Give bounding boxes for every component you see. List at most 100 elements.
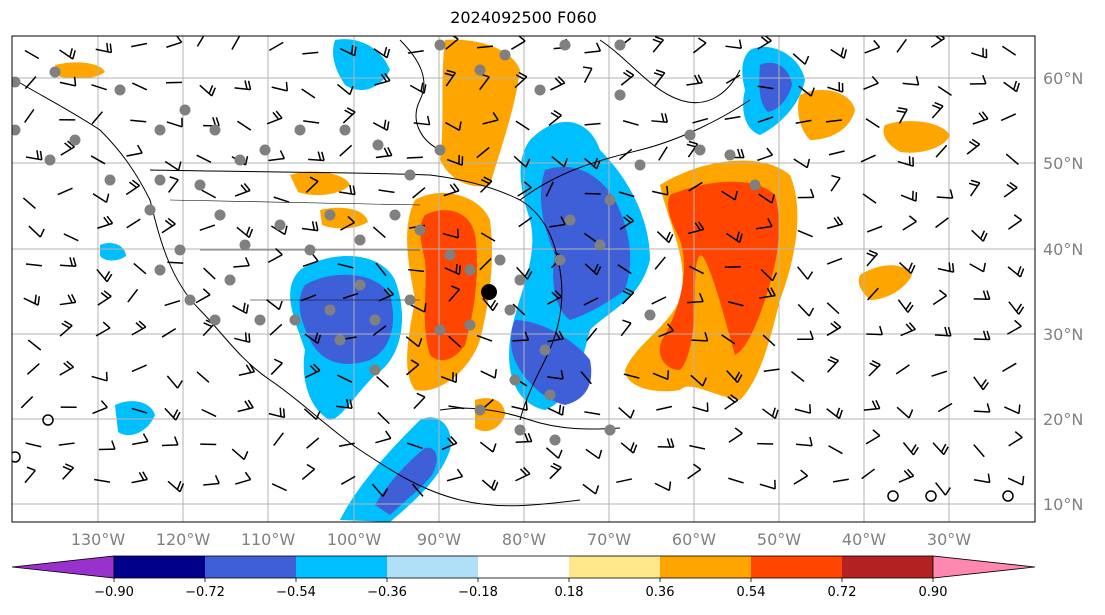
latitude-label: 50°N [1043,154,1083,173]
wind-barb-flag [201,36,204,37]
wind-barb-shaft [900,194,917,202]
wind-barb-flag [444,72,454,77]
wind-barb-shaft [658,146,668,161]
wind-barb-flag [65,463,74,469]
wind-barb-shaft [376,375,389,388]
wind-barb-shaft [794,408,811,414]
wind-barb-flag [105,193,110,203]
wind-barb-flag [879,325,884,335]
wind-barb-shaft [793,158,808,169]
wind-barb-shaft [24,108,35,123]
contour-positive-small-1 [798,90,855,140]
wind-barb-flag [595,160,601,170]
wind-barb-flag [242,302,246,312]
wind-barb-shaft [620,74,635,86]
wind-barb-shaft [91,84,107,91]
wind-barb-shaft [59,301,76,306]
wind-barb-shaft [24,469,36,484]
wind-barb-flag [557,75,566,84]
colorbar-label: −0.18 [458,585,498,600]
wind-barb-flag [986,403,991,413]
station-dot [404,169,416,181]
wind-barb-shaft [97,222,113,229]
station-dot [294,124,306,136]
colorbar-box [205,556,296,578]
wind-barb-shaft [339,144,353,157]
station-dot [644,309,656,321]
wind-barb-flag [523,181,532,189]
wind-barbs [20,31,1025,497]
wind-barb-flag [350,45,354,55]
wind-barb-shaft [1001,45,1017,56]
map-border [11,35,1036,523]
wind-barb-shaft [441,442,458,451]
wind-barb-flag [349,399,353,409]
wind-barb-shaft [759,294,776,299]
wind-barb-flag [244,332,248,342]
wind-barb-flag [244,400,251,409]
wind-barb-shaft [969,263,984,273]
wind-barb-flag [982,75,987,85]
wind-barb-shaft [547,376,564,380]
wind-barb-shaft [1000,113,1017,122]
wind-barb-shaft [1007,266,1021,278]
wind-barb-flag [688,140,698,145]
longitude-label: 80°W [502,530,546,549]
wind-barb-flag [806,158,811,168]
colorbar-underflow [11,555,115,579]
station-dot [194,179,206,191]
wind-barb-shaft [479,258,492,271]
colorbar-label: 0.18 [555,585,584,600]
wind-barb-flag [61,322,70,329]
wind-barb-flag [197,31,206,33]
wind-barb-flag [524,268,531,277]
wind-barb-flag [36,150,40,160]
wind-barb-flag [129,181,138,189]
wind-barb-flag [764,36,772,42]
wind-barb-shaft [793,475,808,485]
wind-barb-shaft [306,437,320,449]
wind-barb-flag [1006,183,1015,191]
wind-barb-flag [453,183,460,192]
longitude-labels: 130°W 120°W 110°W 100°W 90°W 80°W 70°W 60°W 50°W… [71,530,971,549]
wind-barb-shaft [897,160,914,167]
wind-barb-shaft [620,322,632,337]
wind-barb-flag [345,398,350,409]
wind-barb-shaft [267,254,283,264]
wind-barb-shaft [408,268,425,273]
wind-barb-shaft [1003,81,1018,93]
station-dot [214,209,226,221]
wind-barb-flag [247,399,254,409]
wind-barb-shaft [973,479,990,484]
wind-barb-flag [910,444,917,453]
wind-barb-shaft [798,85,812,97]
wind-barb-shaft [95,48,112,54]
wind-barb-flag [244,257,250,266]
wind-barb-flag [306,463,315,470]
wind-barb-shaft [690,374,704,387]
wind-barb-flag [552,462,562,469]
wind-barb-shaft [24,49,40,60]
wind-barb-shaft [759,483,776,490]
station-ring [12,451,21,463]
wind-barb-flag [352,185,356,195]
wind-barb-shaft [59,49,74,60]
station-dot [354,234,366,246]
wind-barb-shaft [585,448,600,460]
wind-barb-flag [698,37,707,44]
longitude-label: 130°W [71,530,126,549]
wind-barb-flag [734,190,738,201]
wind-barb-shaft [620,442,634,454]
wind-barb-shaft [902,442,915,456]
wind-barb-flag [986,290,991,300]
wind-barb-shaft [864,46,880,54]
map-title: 2024092500 F060 [450,8,597,27]
wind-barb-shaft [728,432,743,443]
wind-barb-shaft [515,440,532,444]
wind-barb-flag [526,270,533,280]
wind-barb-shaft [303,120,320,124]
wind-barb-shaft [937,85,952,96]
wind-barb-shaft [797,229,813,238]
wind-barb-shaft [266,117,283,125]
wind-barb-shaft [825,119,842,123]
